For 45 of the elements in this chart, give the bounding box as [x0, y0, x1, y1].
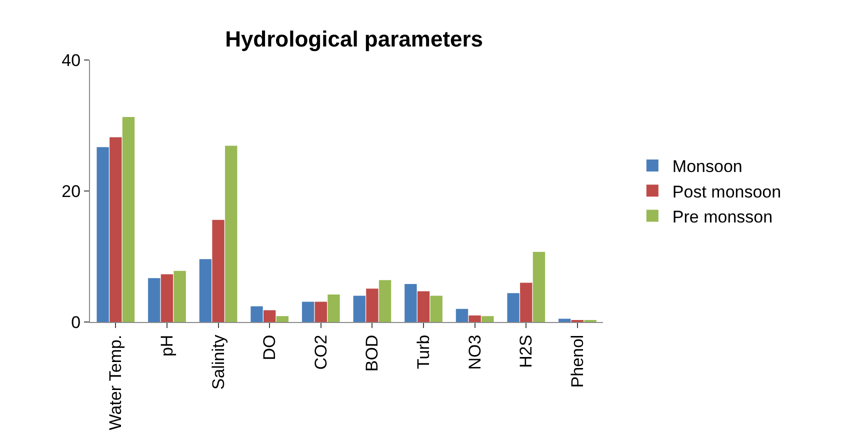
bar — [353, 296, 366, 322]
x-tick-label: DO — [260, 334, 280, 360]
bar — [468, 315, 481, 322]
x-tick-label: Turb — [414, 334, 434, 370]
y-tick-label: 0 — [71, 312, 81, 332]
bar — [263, 310, 276, 322]
bar — [160, 274, 174, 322]
bar — [366, 288, 378, 322]
bar — [174, 270, 186, 322]
bar — [276, 316, 289, 322]
bar — [558, 318, 571, 322]
bar — [430, 296, 442, 322]
bar — [110, 137, 122, 322]
x-tick-label: pH — [157, 334, 176, 357]
bar — [417, 291, 430, 322]
bar — [148, 278, 160, 322]
bar — [520, 282, 532, 322]
bar — [122, 116, 135, 322]
bar — [302, 302, 314, 322]
bar — [314, 302, 327, 322]
x-tick-label: BOD — [362, 334, 382, 372]
legend-label: Pre monsson — [672, 207, 773, 226]
y-tick-label: 20 — [62, 182, 81, 201]
bar — [212, 220, 224, 322]
y-tick-label: 40 — [62, 50, 81, 70]
bar — [378, 280, 392, 322]
legend-label: Post monsoon — [672, 182, 782, 202]
x-tick-label: H2S — [516, 334, 536, 368]
bar — [404, 284, 417, 322]
chart-title: Hydrological parameters — [225, 26, 484, 52]
bar — [225, 146, 238, 322]
bar — [482, 316, 494, 322]
x-tick-label: Water Temp. — [106, 334, 126, 430]
x-tick-label: Salinity — [208, 334, 228, 390]
bar — [507, 293, 520, 322]
x-tick-label: CO2 — [311, 334, 330, 370]
bar — [456, 308, 468, 322]
bar — [328, 294, 340, 322]
bar — [532, 252, 546, 322]
bar — [96, 147, 109, 322]
x-tick-label: Phenol — [568, 334, 587, 388]
x-tick-label: NO3 — [465, 334, 484, 370]
bar — [199, 259, 212, 322]
legend-label: Monsoon — [672, 157, 742, 176]
bar — [250, 306, 263, 322]
